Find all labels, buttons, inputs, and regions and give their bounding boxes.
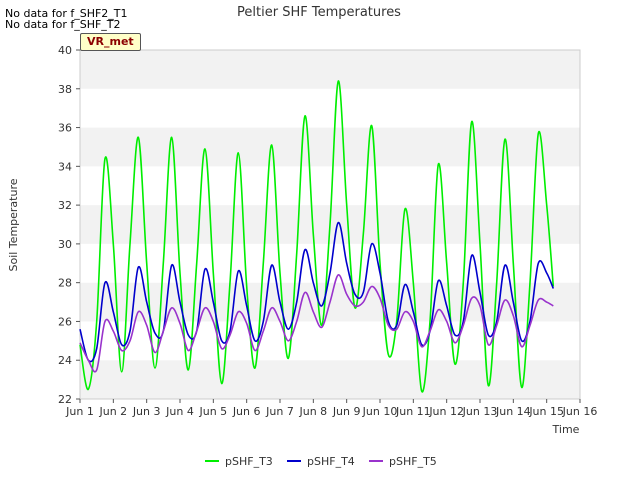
series-line-pSHF_T4 bbox=[79, 221, 555, 363]
x-tick-label: Jun 14 bbox=[495, 405, 531, 418]
legend-label-pSHF_T3: pSHF_T3 bbox=[225, 455, 273, 468]
x-axis: Jun 1 Jun 2 Jun 3 Jun 4 Jun 5 Jun 6 Jun 7 Jun 8… bbox=[65, 399, 597, 418]
x-tick-label: Jun 11 bbox=[395, 405, 431, 418]
chart-title: Peltier SHF Temperatures bbox=[237, 5, 401, 20]
series-line-pSHF_T3 bbox=[79, 80, 555, 393]
legend-label-pSHF_T5: pSHF_T5 bbox=[389, 455, 437, 468]
x-tick-label: Jun 15 bbox=[528, 405, 564, 418]
series-lines bbox=[79, 80, 555, 393]
x-axis-label: Time bbox=[552, 423, 580, 436]
x-tick-label: Jun 12 bbox=[428, 405, 464, 418]
x-tick-label: Jun 4 bbox=[165, 405, 194, 418]
x-tick-label: Jun 3 bbox=[132, 405, 161, 418]
y-tick-label: 38 bbox=[58, 83, 72, 96]
y-tick-label: 36 bbox=[58, 122, 72, 135]
grid-band bbox=[80, 166, 580, 206]
x-tick-label: Jun 6 bbox=[232, 405, 261, 418]
y-tick-label: 40 bbox=[58, 44, 72, 57]
no-data-notice-1: No data for f_SHF2_T1 bbox=[5, 7, 128, 20]
plot-frame bbox=[79, 49, 581, 400]
x-tick-label: Jun 13 bbox=[462, 405, 498, 418]
grid-band bbox=[80, 360, 580, 399]
grid-band bbox=[80, 127, 580, 167]
grid-band bbox=[80, 88, 580, 128]
grid-band bbox=[80, 50, 580, 89]
x-tick-label: Jun 5 bbox=[198, 405, 227, 418]
y-axis: 22 24 26 28 30 32 34 36 38 40 bbox=[58, 44, 80, 406]
legend-label-pSHF_T4: pSHF_T4 bbox=[307, 455, 355, 468]
y-tick-label: 24 bbox=[58, 354, 72, 367]
y-tick-label: 26 bbox=[58, 315, 72, 328]
y-axis-label: Soil Temperature bbox=[7, 178, 20, 271]
series-line-pSHF_T5 bbox=[79, 274, 554, 373]
y-tick-label: 34 bbox=[58, 160, 72, 173]
x-tick-label: Jun 10 bbox=[362, 405, 398, 418]
x-tick-label: Jun 8 bbox=[298, 405, 327, 418]
y-tick-label: 32 bbox=[58, 199, 72, 212]
y-tick-label: 30 bbox=[58, 238, 72, 251]
y-tick-label: 22 bbox=[58, 393, 72, 406]
x-tick-label: Jun 7 bbox=[265, 405, 294, 418]
legend: pSHF_T3 pSHF_T4 pSHF_T5 bbox=[205, 455, 437, 468]
y-tick-label: 28 bbox=[58, 277, 72, 290]
site-badge: VR_met bbox=[80, 33, 141, 51]
no-data-notice-2: No data for f_SHF_T2 bbox=[5, 18, 121, 31]
x-tick-label: Jun 16 bbox=[562, 405, 598, 418]
x-tick-label: Jun 9 bbox=[332, 405, 361, 418]
x-tick-label: Jun 2 bbox=[98, 405, 127, 418]
x-tick-label: Jun 1 bbox=[65, 405, 94, 418]
grid-band bbox=[80, 321, 580, 361]
